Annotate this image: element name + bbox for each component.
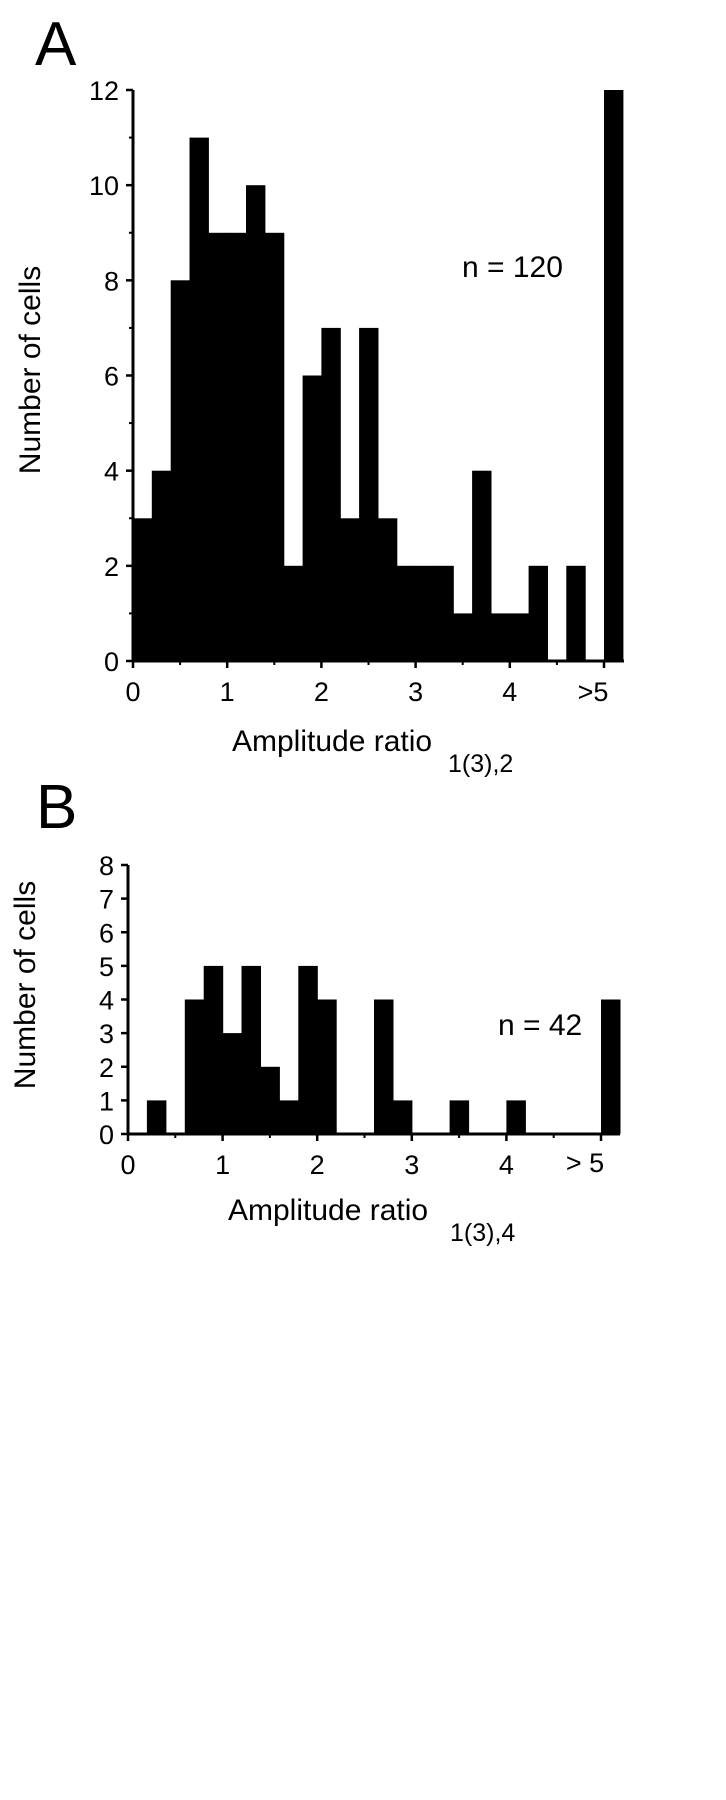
panel-a-bar [434,565,454,661]
panel-b-bar [203,965,224,1134]
panel-b-label: B [36,773,77,842]
panel-a-bar [472,470,492,661]
panel-b-bar [184,999,205,1134]
panel-a-bar [283,565,304,661]
panel-b-x-tick-label: 0 [120,1150,135,1180]
panel-b-x-tick-label: 4 [499,1150,514,1180]
panel-b-bar [279,1100,299,1134]
panel-a-y-tick-label: 6 [104,362,119,392]
panel-b-bar [449,1100,470,1134]
panel-b-y-tick-label: 3 [99,1019,114,1049]
panel-b-y-tick-label: 4 [99,986,114,1016]
panel-a-bar [189,137,209,662]
panel-b-x-ticks: 0 1 2 3 4 [120,1134,603,1180]
panel-b-bar [374,999,394,1134]
panel-b-y-tick-label: 0 [99,1120,114,1150]
panel-a-bar [208,232,228,662]
panel-a-y-axis-label: Number of cells [14,266,47,474]
panel-b-y-axis-label: Number of cells [9,881,42,1089]
panel-b-bar [298,965,318,1134]
panel-a-overflow-tick-label: >5 [578,677,609,707]
panel-a-x-axis-label: Amplitude ratio [232,725,432,758]
panel-b-x-tick-label: 3 [404,1150,419,1180]
panel-a-bar [151,470,172,661]
panel-a-x-ticks: 0 1 2 3 4 [125,661,606,707]
panel-a-x-tick-label: 3 [408,677,423,707]
panel-b-bar [506,1100,526,1134]
panel-a-x-tick-label: 0 [125,677,140,707]
panel-a-x-tick-label: 1 [220,677,235,707]
panel-a-label: A [35,10,77,79]
panel-a-bar [528,565,548,661]
panel-b-y-tick-label: 6 [99,918,114,948]
panel-a-bar [264,232,285,662]
panel-b-y-tick-label: 2 [99,1053,114,1083]
panel-b-bar [241,965,261,1134]
panel-a-bar [321,327,341,661]
panel-a-bar [396,565,417,661]
panel-b-bar [146,1100,167,1134]
panel-a-bar [491,613,511,661]
panel-a-x-axis-label-subscript: 1(3),2 [448,750,513,778]
panel-a-y-tick-label: 0 [104,647,119,677]
panel-b-bars [146,965,621,1135]
panel-b-x-tick-label: 2 [310,1150,325,1180]
panel-b-bar [601,999,621,1134]
panel-b-x-axis-label: Amplitude ratio [228,1194,428,1227]
panel-a-y-tick-label: 12 [89,76,119,106]
panel-a-n-annotation: n = 120 [462,251,563,284]
panel-a-bar [377,518,398,662]
panel-a-bar [246,185,266,661]
panel-b-y-ticks: 0 12 34 5 67 8 [99,851,128,1150]
panel-b-bar [317,999,337,1134]
panel-b-bar [222,1033,243,1134]
panel-a-x-tick-label: 4 [502,677,517,707]
panel-a-x-tick-label: 2 [314,677,329,707]
panel-a-y-tick-label: 8 [104,266,119,296]
panel-b-bar [392,1100,413,1134]
panel-b-x-axis-label-subscript: 1(3),4 [450,1219,515,1247]
panel-b-n-annotation: n = 42 [498,1009,582,1042]
panel-b-y-tick-label: 5 [99,952,114,982]
panel-a-bar [359,327,379,661]
panel-a-bar [509,613,530,661]
panel-b-y-tick-label: 1 [99,1086,114,1116]
panel-b-x-tick-label: 1 [215,1150,230,1180]
panel-a-bar [415,565,435,661]
panel-a-bar [170,280,191,661]
panel-a-bar [453,613,473,661]
panel-b-bar [260,1066,280,1135]
panel-a-y-tick-label: 4 [104,457,119,487]
panel-a-bar [302,375,322,661]
panel-b-y-tick-label: 7 [99,885,114,915]
panel-a-y-tick-label: 2 [104,552,119,582]
panel-b-y-tick-label: 8 [99,851,114,881]
panel-a-bar [604,90,624,661]
panel-a-bar [566,565,586,661]
panel-a-bars [133,90,624,662]
panel-a-y-tick-label: 10 [89,171,119,201]
panel-a-y-ticks: 0 2 4 6 8 10 12 [89,76,133,677]
panel-a-bar [340,518,360,662]
panel-a-bar [227,232,247,662]
panel-a-bar [133,518,153,662]
panel-b-overflow-tick-label: > 5 [566,1148,604,1178]
